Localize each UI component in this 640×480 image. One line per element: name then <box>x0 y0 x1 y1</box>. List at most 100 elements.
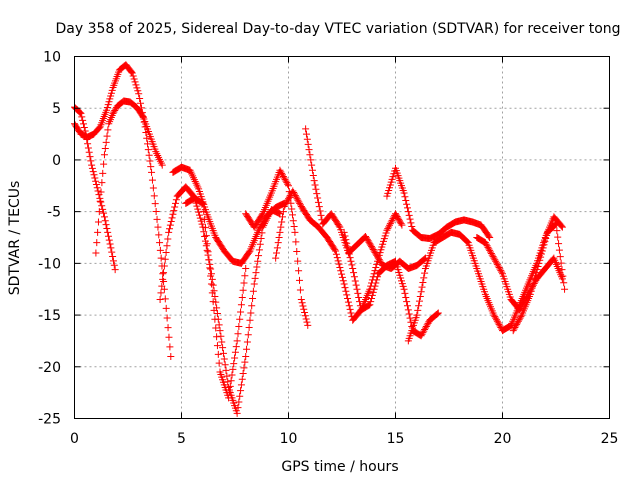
data-point <box>129 72 137 80</box>
data-point <box>344 298 352 306</box>
data-point <box>273 249 281 257</box>
data-point <box>198 220 206 228</box>
data-point <box>209 298 217 306</box>
data-point <box>81 127 89 135</box>
data-point <box>310 177 318 185</box>
data-point <box>385 223 393 231</box>
data-point <box>278 218 286 226</box>
data-point <box>274 239 282 247</box>
series-prn-i <box>302 125 429 273</box>
data-point <box>557 259 565 267</box>
data-point <box>510 325 518 333</box>
data-point <box>541 238 549 246</box>
data-point <box>279 208 287 216</box>
data-point <box>108 86 116 94</box>
data-point <box>418 330 426 338</box>
data-point <box>245 323 253 331</box>
series-prn-l <box>404 213 566 345</box>
data-point <box>201 232 209 240</box>
data-point <box>231 354 239 362</box>
data-point <box>84 140 92 148</box>
data-point <box>98 179 106 187</box>
data-point <box>84 144 92 152</box>
data-point <box>112 105 120 113</box>
data-point <box>251 274 259 282</box>
data-point <box>280 174 288 182</box>
data-point <box>237 301 245 309</box>
data-point <box>301 308 309 316</box>
data-point <box>536 256 544 264</box>
data-point <box>537 250 545 258</box>
data-point <box>418 283 426 291</box>
data-point <box>554 233 562 241</box>
data-point <box>511 323 519 331</box>
data-point <box>163 314 171 322</box>
data-point <box>146 157 154 165</box>
data-point <box>413 311 421 319</box>
series-prn-m <box>473 234 566 314</box>
data-point <box>145 151 153 159</box>
data-point <box>558 266 566 274</box>
data-point <box>404 208 412 216</box>
data-point <box>558 223 566 231</box>
data-point <box>516 306 524 314</box>
data-point <box>244 331 252 339</box>
data-point <box>255 252 263 260</box>
data-point <box>555 246 563 254</box>
data-point <box>345 250 353 258</box>
y-tick-label: -25 <box>38 412 61 428</box>
data-point <box>200 207 208 215</box>
data-point <box>337 267 345 275</box>
data-point <box>165 333 173 341</box>
data-point <box>538 247 546 255</box>
data-point <box>212 324 220 332</box>
data-point <box>305 146 313 154</box>
data-point <box>317 211 325 219</box>
data-point <box>227 377 235 385</box>
data-point <box>170 207 178 215</box>
data-point <box>531 275 539 283</box>
data-point <box>131 78 139 86</box>
data-point <box>336 263 344 271</box>
x-tick-label: 25 <box>601 431 619 447</box>
data-point <box>366 301 374 309</box>
data-point <box>197 198 205 206</box>
data-point <box>295 267 303 275</box>
data-point <box>103 224 111 232</box>
data-point <box>208 289 216 297</box>
data-point <box>234 404 242 412</box>
data-point <box>243 338 251 346</box>
data-point <box>393 213 401 221</box>
data-point <box>332 247 340 255</box>
data-point <box>108 248 116 256</box>
data-point <box>303 318 311 326</box>
data-point <box>130 75 138 83</box>
data-point <box>315 203 323 211</box>
data-point <box>198 199 206 207</box>
data-point <box>338 273 346 281</box>
data-point <box>494 319 502 327</box>
data-point <box>207 272 215 280</box>
data-point <box>481 239 489 247</box>
data-point <box>403 204 411 212</box>
data-point <box>194 205 202 213</box>
data-point <box>163 242 171 250</box>
data-point <box>303 135 311 143</box>
data-point <box>288 205 296 213</box>
y-tick-label: -10 <box>38 256 61 272</box>
data-point <box>369 245 377 253</box>
data-point <box>236 315 244 323</box>
data-point <box>343 291 351 299</box>
data-point <box>93 184 101 192</box>
data-point <box>162 304 170 312</box>
data-point <box>128 69 136 77</box>
data-point <box>204 248 212 256</box>
data-point <box>349 265 357 273</box>
data-point <box>389 215 397 223</box>
data-point <box>255 246 263 254</box>
data-point <box>561 285 569 293</box>
series-prn-b <box>71 103 119 274</box>
data-point <box>253 263 261 271</box>
data-point <box>88 164 96 172</box>
